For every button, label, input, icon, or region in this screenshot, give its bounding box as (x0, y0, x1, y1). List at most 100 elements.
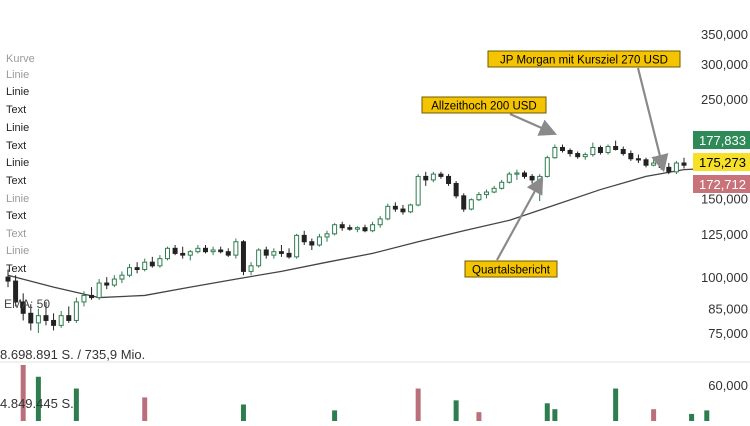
candle-body (142, 261, 148, 271)
candle-body (294, 234, 300, 258)
candle-body (73, 301, 79, 321)
volume-bar (613, 388, 619, 421)
candle-body (415, 175, 421, 206)
candle-body (430, 173, 436, 181)
candle-body (202, 247, 208, 253)
candle-body (446, 175, 452, 184)
annotation-arrow (636, 67, 669, 173)
candle-body (567, 149, 573, 155)
candle-body (149, 261, 155, 267)
candle-body (643, 159, 649, 166)
ema-50-line (7, 167, 715, 299)
legend-item-text[interactable]: Text (6, 228, 27, 240)
candle-body (180, 252, 186, 256)
price-badge-label: 177,833 (699, 133, 746, 148)
annotation-box (487, 50, 681, 68)
legend-item-text[interactable]: Text (6, 140, 27, 152)
candle-body (339, 224, 345, 229)
candle-body (476, 194, 482, 201)
candle-body (651, 162, 657, 166)
legend-item-linie[interactable]: Linie (6, 69, 30, 81)
candle-body (605, 145, 611, 154)
candle-body (400, 208, 406, 213)
volume-label-total: 8.698.891 S. / 735,9 Mio. (0, 347, 146, 362)
candle-body (20, 301, 26, 314)
candle-body (286, 252, 292, 258)
candle-body (514, 172, 520, 175)
legend-item-text[interactable]: Text (6, 263, 27, 275)
volume-tick-label: 60,000 (708, 378, 748, 393)
legend-item-kurve[interactable]: Kurve (6, 53, 35, 65)
price-badge-label: 172,712 (699, 177, 746, 192)
candle-body (620, 148, 626, 155)
candle-body (5, 276, 11, 282)
legend-item-text[interactable]: Text (6, 104, 27, 116)
y-tick-label: 125,000 (701, 227, 748, 242)
candle-body (613, 145, 619, 150)
candle-body (529, 175, 535, 181)
price-badge (693, 131, 750, 149)
annotation-arrow (496, 176, 544, 261)
candle-body (681, 162, 687, 166)
candle-body (134, 267, 140, 271)
candle-body (628, 153, 634, 160)
price-badge (693, 153, 750, 171)
candle-body (218, 249, 224, 253)
candle-body (484, 191, 490, 196)
volume-label-shares: 4.849.445 S. (0, 396, 74, 411)
candle-body (89, 294, 95, 299)
candle-body (491, 187, 497, 193)
candle-body (248, 265, 254, 272)
legend-item-linie[interactable]: Linie (6, 245, 30, 257)
legend-item-linie[interactable]: Linie (6, 122, 30, 134)
y-tick-label: 350,000 (701, 27, 748, 42)
legend-item-linie[interactable]: Linie (6, 157, 30, 169)
volume-bar (689, 413, 695, 421)
volume-bar (453, 400, 459, 421)
y-tick-label: 100,000 (701, 270, 748, 285)
candle-body (187, 251, 193, 256)
candle-body (347, 227, 353, 230)
candle-body (13, 280, 19, 303)
candle-body (96, 282, 102, 299)
legend-item-text[interactable]: Text (6, 175, 27, 187)
y-tick-label: 300,000 (701, 57, 748, 72)
volume-bar (332, 410, 338, 421)
candle-body (316, 236, 322, 246)
candle-body (43, 315, 49, 321)
candle-body (438, 173, 444, 177)
candle-body (271, 251, 277, 256)
candle-body (499, 181, 505, 189)
y-tick-label: 150,000 (701, 191, 748, 206)
candle-body (35, 315, 41, 324)
legend-item-linie[interactable]: Linie (6, 193, 30, 205)
candle-body (332, 224, 338, 235)
candle-body (506, 173, 512, 183)
candle-body (537, 175, 543, 181)
annotation-arrow (509, 112, 558, 136)
y-tick-label: 75,000 (708, 326, 748, 341)
candle-body (104, 282, 110, 286)
candle-body (172, 247, 178, 254)
legend-item-linie[interactable]: Linie (6, 86, 30, 98)
candle-body (392, 205, 398, 210)
candle-body (233, 241, 239, 256)
candle-body (673, 162, 679, 173)
candle-body (635, 158, 641, 161)
candle-body (453, 182, 459, 197)
legend-item-text[interactable]: Text (6, 210, 27, 222)
candle-body (559, 146, 565, 151)
candle-body (408, 204, 414, 213)
volume-bar (35, 376, 41, 421)
annotation-label: Allzeithoch 200 USD (431, 101, 536, 113)
candle-body (256, 249, 262, 267)
volume-bar (476, 412, 482, 421)
candle-body (552, 146, 558, 159)
volume-bar (651, 409, 657, 421)
candle-body (575, 153, 581, 158)
candle-body (210, 249, 216, 253)
candle-body (666, 166, 672, 173)
candle-body (157, 258, 163, 267)
volume-bar (240, 404, 246, 421)
